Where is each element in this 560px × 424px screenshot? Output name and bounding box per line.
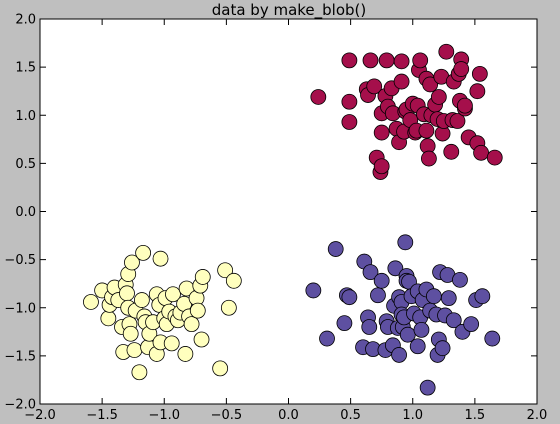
scatter-point (183, 316, 200, 333)
series-2 (83, 244, 242, 381)
scatter-point (452, 271, 468, 288)
scatter-point (430, 89, 447, 105)
scatter-point (449, 113, 466, 129)
scatter-point (409, 338, 426, 355)
scatter-point (471, 65, 488, 82)
scatter-point (387, 260, 404, 277)
scatter-point (336, 315, 353, 332)
scatter-point (440, 290, 457, 307)
scatter-point (212, 360, 229, 377)
scatter-point (370, 287, 386, 304)
scatter-point (135, 244, 152, 261)
scatter-point (422, 76, 439, 93)
scatter-point (412, 52, 429, 69)
y-tick-label: 0.5 (15, 157, 36, 172)
scatter-point (425, 288, 442, 305)
scatter-point (341, 114, 358, 130)
scatter-point (393, 73, 410, 90)
x-tick-label: 1.0 (402, 408, 423, 423)
scatter-point (413, 321, 430, 338)
scatter-point (126, 342, 143, 359)
y-axis-tick-labels: −2.0 −1.5 −1.0 −0.5 0.0 0.5 1.0 1.5 2.0 (4, 13, 36, 413)
x-tick-label: −1.5 (86, 408, 118, 423)
chart-title: data by make_blob() (212, 1, 367, 20)
scatter-point (445, 312, 462, 329)
scatter-point (366, 78, 383, 95)
scatter-point (341, 289, 358, 306)
scatter-point (133, 292, 150, 308)
scatter-point (463, 316, 480, 333)
scatter-point (378, 52, 395, 69)
scatter-point (163, 335, 180, 352)
y-tick-label: −2.0 (4, 398, 36, 413)
scatter-point (391, 347, 407, 363)
series-1 (305, 234, 501, 396)
scatter-point (419, 379, 436, 396)
scatter-point (362, 52, 379, 69)
scatter-point (434, 340, 451, 357)
scatter-point (373, 124, 390, 141)
x-axis-tick-labels: −2.0 −1.5 −1.0 −0.5 0.0 0.5 1.0 1.5 2.0 (24, 408, 547, 423)
y-tick-label: 0.0 (15, 205, 36, 220)
x-tick-label: 1.5 (465, 408, 486, 423)
x-tick-label: 0.0 (278, 408, 299, 423)
scatter-point (165, 286, 181, 303)
scatter-point (474, 288, 491, 305)
scatter-point (122, 325, 139, 342)
scatter-point (341, 52, 358, 69)
x-tick-label: −0.5 (211, 408, 243, 423)
scatter-point (373, 272, 390, 289)
scatter-point (453, 61, 470, 77)
scatter-point (220, 299, 237, 316)
scatter-point (457, 97, 473, 114)
scatter-point (438, 43, 455, 60)
scatter-point (361, 319, 378, 335)
scatter-point (177, 346, 194, 362)
scatter-point (473, 144, 489, 161)
axis-ticks (39, 18, 538, 405)
scatter-point (469, 83, 486, 100)
scatter-point (194, 269, 211, 285)
scatter-point (373, 158, 390, 175)
x-tick-label: 2.0 (527, 408, 548, 423)
scatter-point (418, 122, 435, 139)
scatter-point (341, 93, 358, 110)
x-tick-label: −1.0 (148, 408, 180, 423)
scatter-point (421, 150, 437, 167)
y-tick-label: −1.5 (4, 349, 36, 364)
scatter-point (362, 264, 379, 281)
scatter-point (152, 250, 169, 267)
scatter-point (443, 143, 460, 160)
scatter-point (319, 330, 335, 347)
scatter-point (217, 262, 234, 279)
scatter-point (486, 149, 503, 166)
scatter-point (189, 302, 206, 319)
scatter-point (305, 282, 322, 299)
scatter-point (225, 272, 242, 289)
scatter-point (131, 364, 148, 381)
scatter-point (193, 331, 210, 348)
scatter-point (397, 234, 414, 251)
y-tick-label: −0.5 (4, 253, 36, 268)
scatter-point (327, 241, 344, 257)
y-tick-label: 1.5 (15, 61, 36, 76)
scatter-point (393, 53, 410, 70)
data-points (83, 43, 503, 396)
scatter-point (484, 330, 501, 347)
scatter-point (119, 285, 135, 302)
x-tick-label: 0.5 (340, 408, 361, 423)
scatter-point (100, 310, 117, 327)
scatter-point (83, 294, 99, 310)
y-tick-label: 1.0 (15, 109, 36, 124)
series-0 (310, 43, 503, 180)
x-tick-label: −2.0 (24, 408, 56, 423)
scatter-point (310, 89, 327, 105)
scatter-point (124, 254, 140, 271)
y-tick-label: −1.0 (4, 301, 36, 316)
y-tick-label: 2.0 (15, 13, 36, 28)
